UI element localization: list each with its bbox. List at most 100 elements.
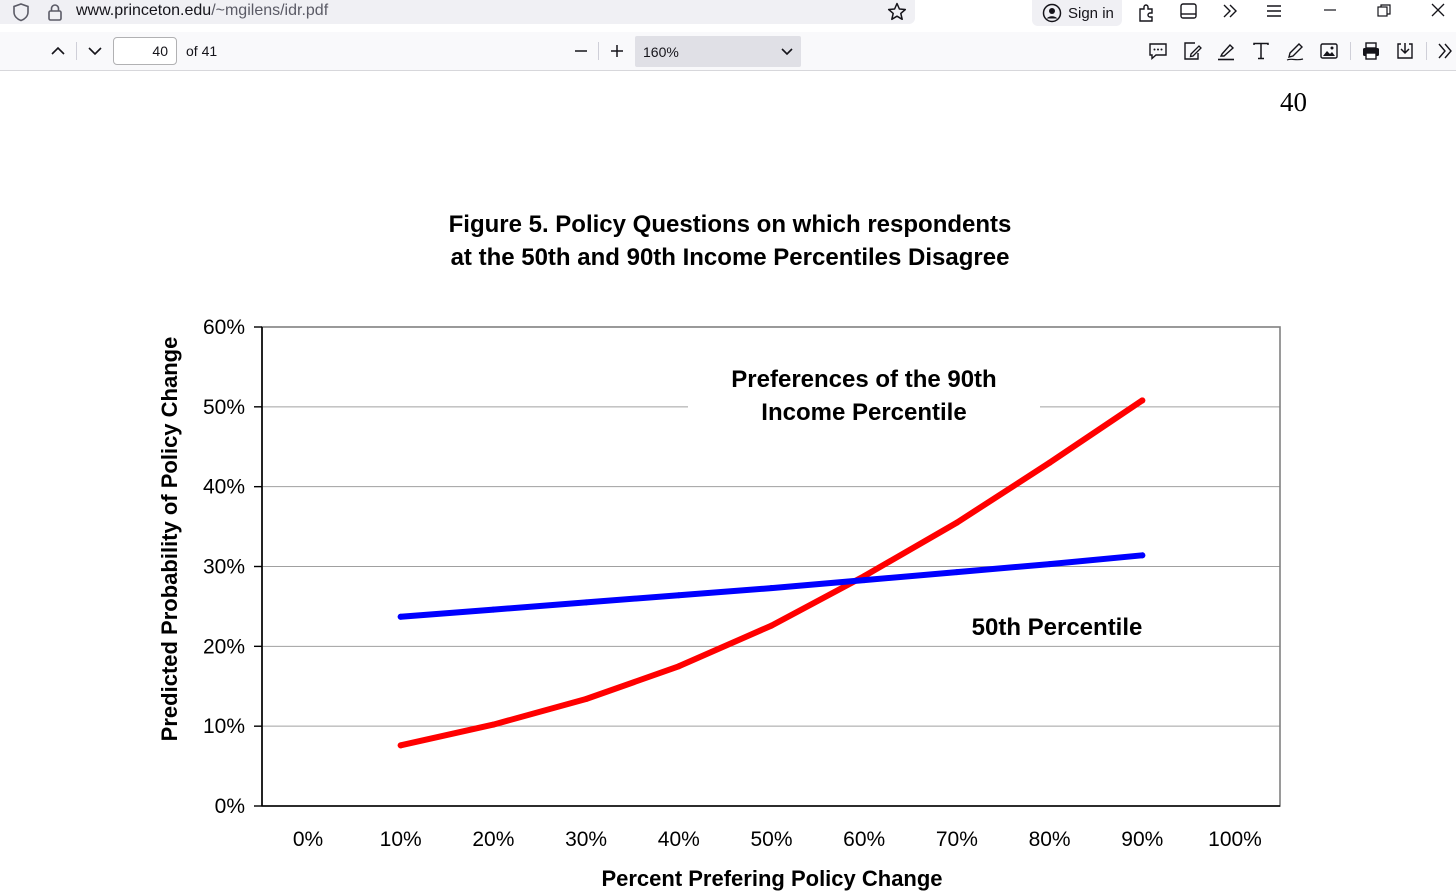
extensions-button[interactable] [1135, 0, 1159, 24]
bookmark-star-icon[interactable] [886, 1, 908, 23]
page-count-label: of 41 [186, 43, 218, 59]
print-icon [1363, 42, 1379, 60]
x-tick-label: 0% [293, 828, 323, 851]
draw-button[interactable] [1282, 38, 1308, 64]
shield-icon[interactable] [10, 1, 32, 23]
data-point-90th [1046, 459, 1053, 466]
toolbar-separator [1350, 42, 1351, 60]
y-tick-label: 60% [203, 316, 245, 339]
chevron-down-icon [88, 47, 102, 56]
data-point-90th [768, 622, 775, 629]
browser-navigation-bar: www.princeton.edu/~mgilens/idr.pdf Sign … [0, 0, 1456, 30]
zoom-out-button[interactable] [568, 38, 594, 64]
pen-icon [1286, 43, 1304, 61]
figure-title: Figure 5. Policy Questions on which resp… [320, 208, 1140, 274]
data-point-50th [675, 592, 682, 599]
url-path: /~mgilens/idr.pdf [211, 2, 329, 19]
series-label-50th: 50th Percentile [972, 614, 1143, 641]
x-tick-label: 60% [843, 828, 885, 851]
puzzle-icon [1139, 4, 1153, 22]
x-tick-label: 50% [750, 828, 792, 851]
toolbar-separator [598, 42, 599, 60]
zoom-in-button[interactable] [604, 38, 630, 64]
double-chevron-right-icon [1223, 4, 1237, 18]
add-text-button[interactable] [1248, 38, 1274, 64]
x-tick-label: 30% [565, 828, 607, 851]
next-page-button[interactable] [82, 38, 108, 64]
data-point-90th [675, 663, 682, 670]
data-point-90th [490, 721, 497, 728]
axes: 0% 10% 20% 30% 40% 50% 60% 0% 10% 20% 30% 40% 50% 60%… [157, 316, 1281, 891]
y-tick-label: 40% [203, 476, 245, 499]
close-icon [1431, 3, 1445, 17]
series-label-90th-line-2: Income Percentile [761, 399, 966, 426]
y-tick-label: 0% [215, 795, 245, 818]
page-number-input[interactable] [113, 37, 177, 65]
x-tick-label: 10% [380, 828, 422, 851]
x-tick-label: 20% [472, 828, 514, 851]
line-chart: 0% 10% 20% 30% 40% 50% 60% 0% 10% 20% 30% 40% 50% 60%… [157, 316, 1281, 891]
x-axis-title: Percent Prefering Policy Change [601, 866, 942, 891]
y-tick-label: 30% [203, 556, 245, 579]
toolbar-separator [76, 42, 77, 60]
account-icon [1042, 3, 1062, 23]
sign-document-button[interactable] [1179, 38, 1205, 64]
save-button[interactable] [1392, 38, 1418, 64]
data-point-90th [583, 696, 590, 703]
label-background [688, 402, 1040, 411]
toolbar-separator [1426, 42, 1427, 60]
app-menu-button[interactable] [1262, 0, 1286, 24]
y-tick-label: 50% [203, 396, 245, 419]
zoom-value: 160% [643, 44, 679, 60]
x-tick-label: 80% [1029, 828, 1071, 851]
data-point-50th [953, 569, 960, 576]
restore-window-button[interactable] [1372, 0, 1396, 24]
y-tick-label: 10% [203, 715, 245, 738]
grid-lines [262, 402, 1280, 727]
x-tick-label: 40% [658, 828, 700, 851]
url-host: www.princeton.edu [76, 2, 212, 19]
data-point-50th [1046, 561, 1053, 568]
data-point-50th [861, 577, 868, 584]
add-image-button[interactable] [1316, 38, 1342, 64]
previous-page-button[interactable] [45, 38, 71, 64]
minimize-window-button[interactable] [1318, 0, 1342, 24]
close-window-button[interactable] [1426, 0, 1450, 24]
comment-icon [1149, 43, 1167, 61]
window-icon [1180, 3, 1197, 19]
sign-icon [1184, 42, 1202, 60]
print-button[interactable] [1358, 38, 1384, 64]
figure-title-line-1: Figure 5. Policy Questions on which resp… [448, 211, 1012, 238]
series-lines [397, 397, 1146, 749]
figure-title-line-2: at the 50th and 90th Income Percentiles … [450, 244, 1010, 271]
lock-icon[interactable] [44, 1, 66, 23]
highlighter-icon [1218, 43, 1235, 61]
zoom-select[interactable]: 160% [635, 36, 801, 67]
highlight-button[interactable] [1213, 38, 1239, 64]
minimize-icon [1324, 9, 1336, 11]
data-point-90th [1139, 397, 1146, 404]
data-point-90th [953, 519, 960, 526]
comment-button[interactable] [1145, 38, 1171, 64]
tab-overview-button[interactable] [1176, 0, 1200, 24]
x-tick-label: 100% [1208, 828, 1262, 851]
chart-labels: Preferences of the 90th Income Percentile… [731, 366, 1142, 641]
download-icon [1397, 43, 1413, 59]
data-point-50th [768, 585, 775, 592]
data-point-50th [490, 606, 497, 613]
text-icon [1253, 42, 1269, 60]
pdf-page: 40 Figure 5. Policy Questions on which r… [0, 71, 1456, 894]
address-bar[interactable]: www.princeton.edu/~mgilens/idr.pdf [0, 0, 915, 24]
pdf-toolbar: of 41 160% [0, 32, 1456, 71]
data-point-50th [1139, 552, 1146, 559]
overflow-chevrons-button[interactable] [1218, 0, 1242, 24]
chevron-up-icon [51, 46, 65, 55]
x-tick-label: 90% [1121, 828, 1163, 851]
sign-in-label: Sign in [1068, 4, 1114, 22]
double-chevron-right-icon [1438, 43, 1452, 59]
page-header-number: 40 [1280, 87, 1307, 117]
toolbar-overflow-button[interactable] [1432, 38, 1456, 64]
sign-in-button[interactable]: Sign in [1032, 0, 1122, 26]
url-text[interactable]: www.princeton.edu/~mgilens/idr.pdf [76, 1, 328, 21]
series-label-90th-line-1: Preferences of the 90th [731, 366, 996, 393]
